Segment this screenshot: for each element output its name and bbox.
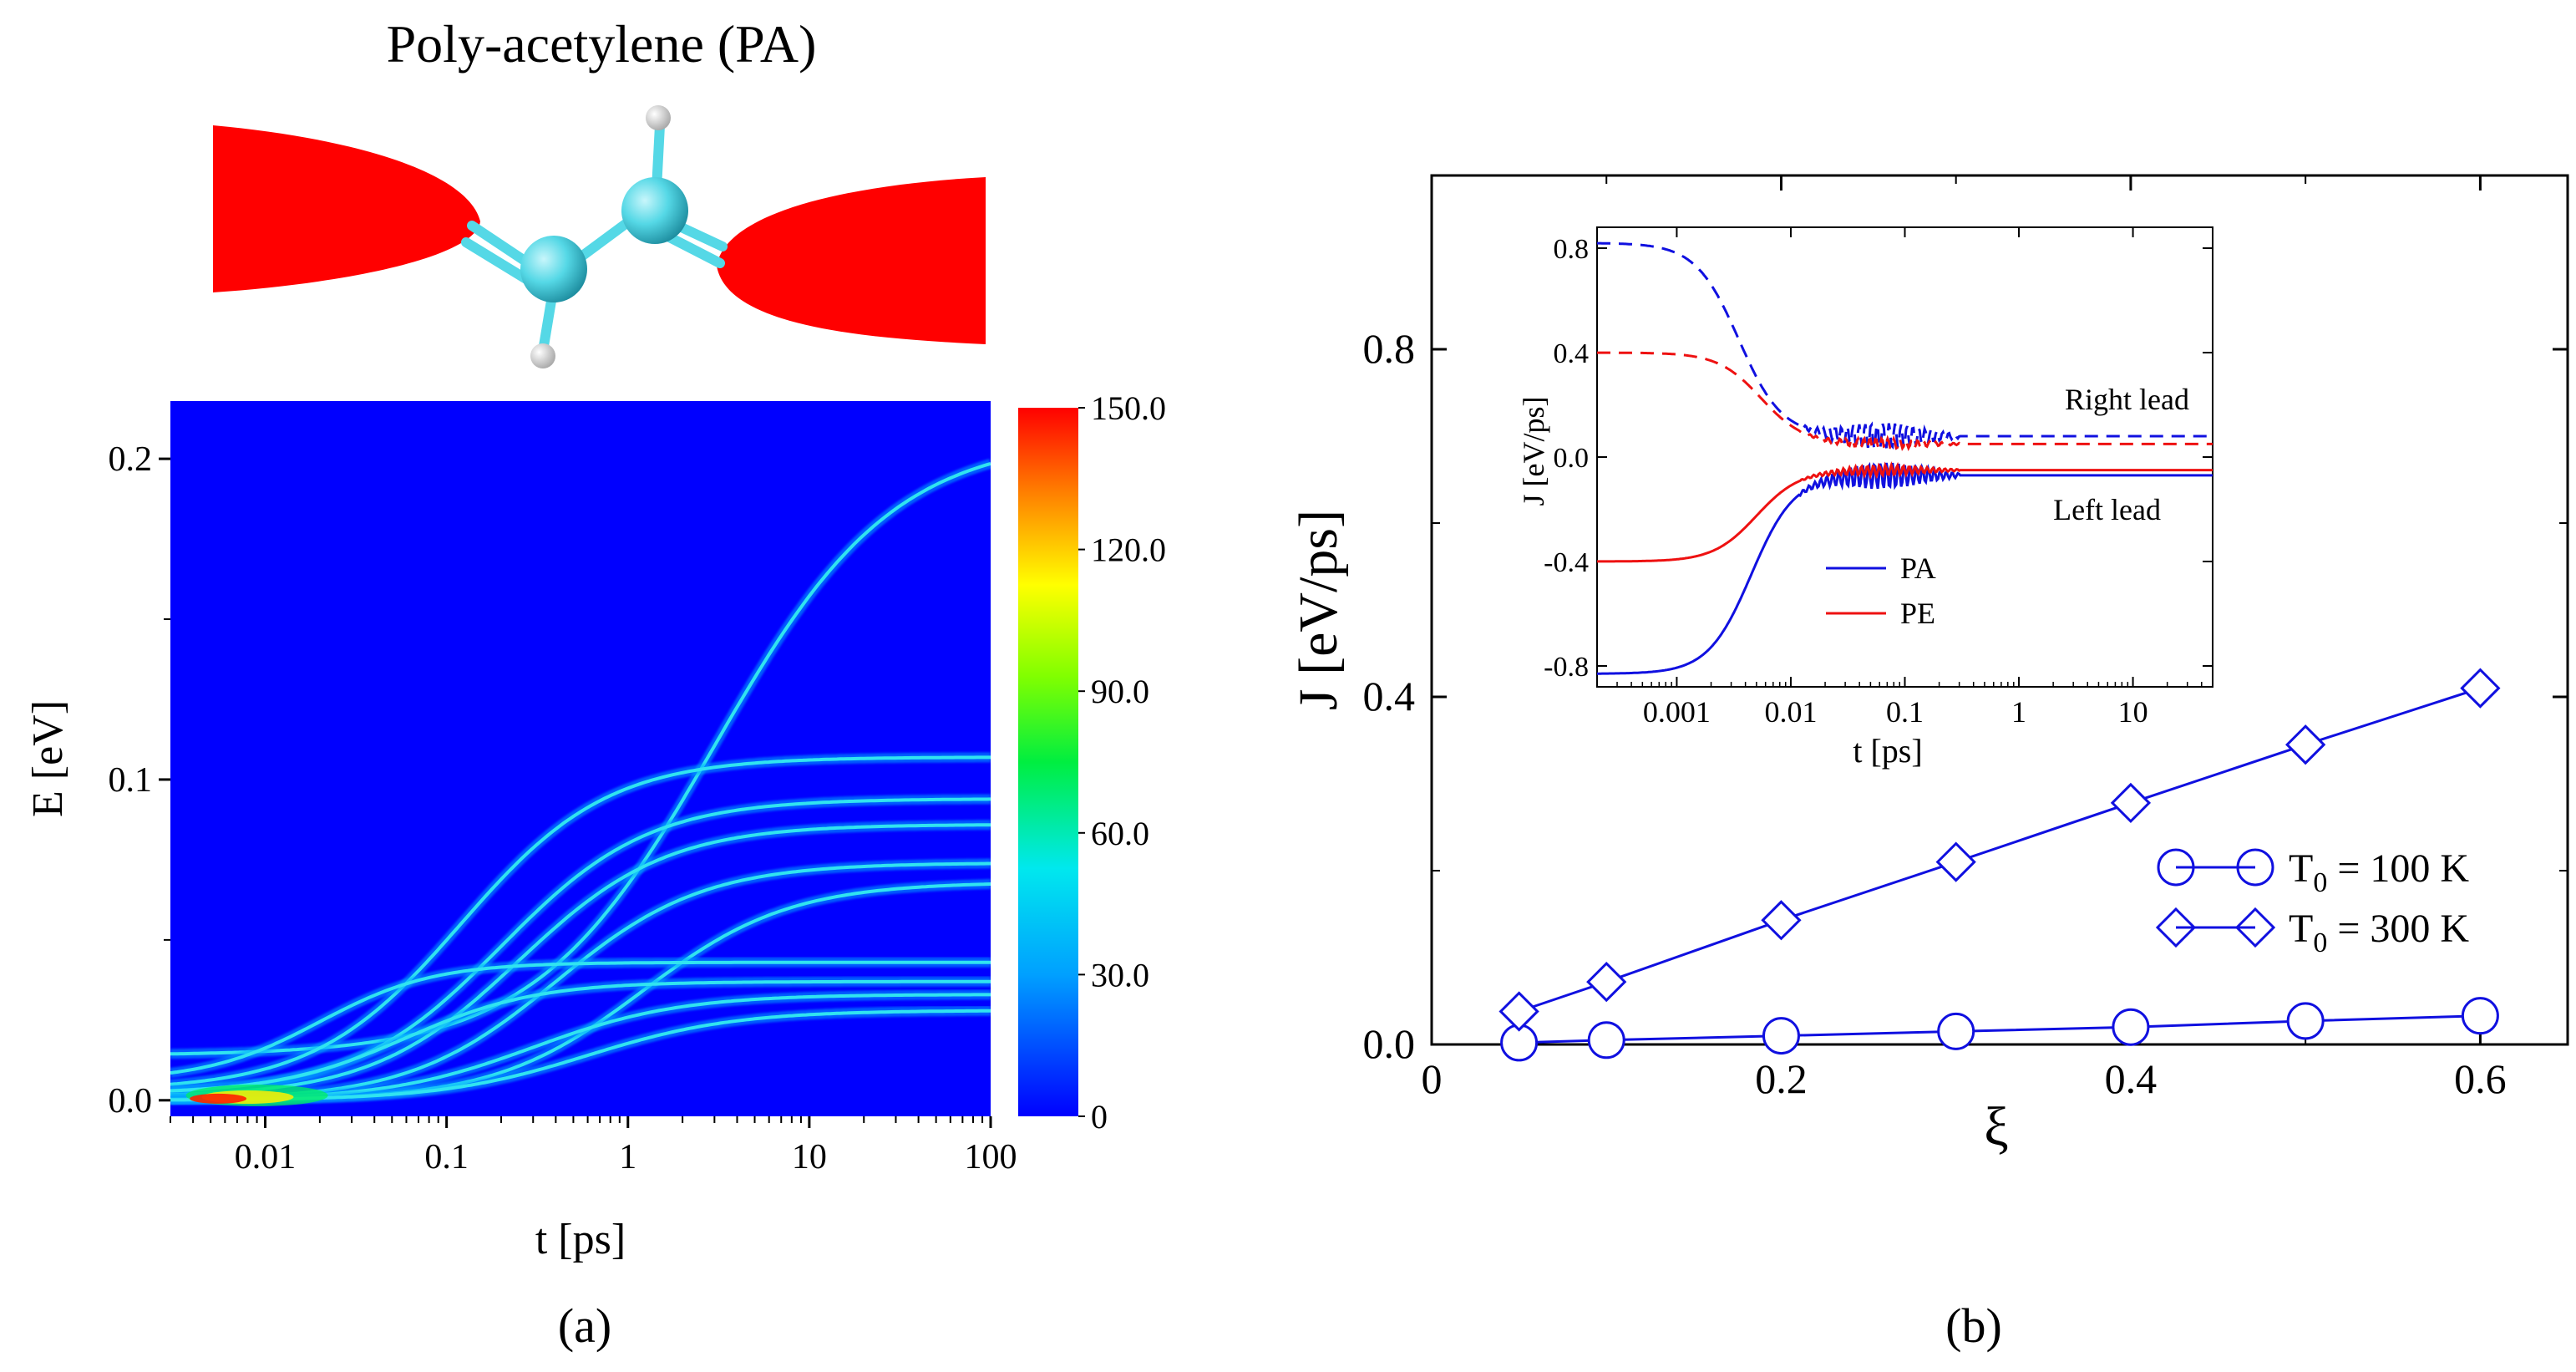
inset-curve: [1597, 461, 2213, 675]
data-point-diamond: [2460, 668, 2501, 709]
inset-legend: PA PE: [1826, 551, 1936, 630]
inset-x-tick-label: 0.001: [1643, 695, 1711, 729]
heatmap-axes: 0.01 0.1 1 10 100 0.0 0.1 0.2: [109, 440, 1017, 1176]
inset-x-axis-label: t [ps]: [1853, 732, 1922, 770]
colorbar: 0 30.0 60.0 90.0 120.0 150.0: [1018, 389, 1166, 1136]
data-point-diamond: [1586, 961, 1627, 1003]
main-y-tick-label: 0.8: [1363, 325, 1416, 372]
inset-legend-pa: PA: [1900, 551, 1936, 585]
data-point-diamond: [1761, 900, 1802, 941]
main-axes: 0 0.2 0.4 0.6 0.0 0.4 0.8: [1363, 175, 2568, 1102]
inset-y-tick-label: 0.4: [1554, 338, 1590, 369]
colorbar-tick-label: 150.0: [1091, 389, 1166, 427]
heatmap-x-tick-label: 1: [619, 1138, 636, 1176]
main-legend: T0 = 100 K T0 = 300 K: [2155, 846, 2469, 958]
heatmap-x-tick-label: 100: [965, 1138, 1017, 1176]
inset-axes: 0.001 0.01 0.1 1 10 -0.8 -0.4 0.0 0.4 0.8: [1544, 227, 2213, 729]
molecule: [213, 105, 986, 368]
main-x-tick-label: 0.4: [2105, 1055, 2158, 1102]
inset-y-tick-label: -0.8: [1544, 652, 1589, 683]
energy-level-trace: [170, 979, 991, 1093]
hydrogen-atom: [530, 343, 555, 368]
data-point-circle: [2286, 1002, 2325, 1040]
inset-plot: 0.001 0.01 0.1 1 10 -0.8 -0.4 0.0 0.4 0.8 Right l…: [1517, 226, 2213, 770]
main-x-tick-label: 0.6: [2454, 1055, 2507, 1102]
inset-x-tick-label: 0.1: [1886, 695, 1924, 729]
main-y-tick-label: 0.0: [1363, 1020, 1416, 1067]
main-x-axis-label: ξ: [1984, 1096, 2008, 1157]
legend-entry-t300: T0 = 300 K: [2155, 907, 2469, 958]
molecule-title: Poly-acetylene (PA): [387, 14, 817, 74]
data-point-circle: [2461, 997, 2499, 1035]
panel-a-label: (a): [558, 1298, 611, 1353]
panel-b-label: (b): [1945, 1298, 2002, 1353]
inset-annotation-left-lead: Left lead: [2053, 493, 2161, 526]
heatmap-traces: [170, 459, 991, 1107]
data-point-diamond: [2110, 782, 2152, 824]
energy-level-trace: [170, 960, 991, 1075]
data-point-circle: [1587, 1021, 1625, 1059]
heatmap-x-tick-label: 0.01: [235, 1138, 297, 1176]
bonds: [461, 120, 728, 356]
colorbar-tick-label: 120.0: [1091, 531, 1166, 569]
energy-level-trace: [170, 823, 991, 1097]
main-y-axis-label: J [eV/ps]: [1288, 510, 1349, 710]
inset-curve: [1597, 461, 2213, 563]
carbon-atom: [621, 177, 688, 244]
colorbar-tick-label: 60.0: [1091, 815, 1149, 852]
inset-y-tick-label: 0.8: [1554, 234, 1590, 265]
inset-y-axis-label: J [eV/ps]: [1517, 397, 1550, 506]
left-lead-electrode: [213, 125, 480, 292]
inset-curve: [1597, 351, 2213, 453]
data-point-diamond: [1935, 841, 1976, 882]
svg-text:T0 = 100 K: T0 = 100 K: [2289, 846, 2469, 898]
heatmap-x-tick-label: 10: [792, 1138, 827, 1176]
colorbar-tick-label: 90.0: [1091, 673, 1149, 710]
inset-legend-pe: PE: [1900, 597, 1935, 630]
data-point-circle: [1762, 1017, 1800, 1055]
heatmap-y-tick-label: 0.2: [109, 440, 153, 479]
data-point-diamond: [1498, 991, 1539, 1032]
main-x-tick-label: 0.2: [1755, 1055, 1808, 1102]
main-y-tick-label: 0.4: [1363, 673, 1416, 719]
heatmap-x-axis-label: t [ps]: [535, 1216, 626, 1263]
data-point-circle: [2112, 1008, 2150, 1046]
series-line: [1519, 1014, 2481, 1044]
right-lead-electrode: [717, 177, 986, 344]
heatmap-y-tick-label: 0.0: [109, 1082, 153, 1120]
inset-x-tick-label: 10: [2118, 695, 2148, 729]
svg-text:T0 = 300 K: T0 = 300 K: [2289, 907, 2469, 958]
colorbar-ticks: 0 30.0 60.0 90.0 120.0 150.0: [1078, 389, 1166, 1136]
inset-y-tick-label: 0.0: [1554, 443, 1590, 474]
heatmap-plot: 0.01 0.1 1 10 100 0.0 0.1 0.2 t [ps] E [eV]: [24, 401, 1017, 1263]
legend-entry-t100: T0 = 100 K: [2157, 846, 2469, 898]
heatmap-y-axis-label: E [eV]: [24, 700, 72, 817]
inset-curve: [1597, 241, 2213, 450]
colorbar-tick-label: 0: [1091, 1098, 1108, 1136]
colorbar-gradient: [1018, 408, 1078, 1116]
panel-a: Poly-acetylene (PA) 0.01 0.1 1 10 100 0.0 0.1: [24, 14, 1166, 1353]
data-point-circle: [1937, 1012, 1975, 1050]
inset-series: [1597, 241, 2213, 675]
main-x-tick-label: 0: [1422, 1055, 1443, 1102]
colorbar-tick-label: 30.0: [1091, 956, 1149, 993]
inset-x-tick-label: 0.01: [1764, 695, 1817, 729]
heatmap-y-tick-label: 0.1: [109, 761, 153, 800]
heatmap-x-tick-label: 0.1: [424, 1138, 469, 1176]
main-plot-frame: [1430, 174, 2569, 1046]
hydrogen-atom: [646, 105, 671, 130]
inset-frame: [1596, 226, 2213, 688]
data-point-diamond: [2285, 724, 2326, 765]
inset-x-tick-label: 1: [2011, 695, 2026, 729]
hotspot-red: [190, 1093, 247, 1104]
energy-level-trace: [170, 755, 991, 1086]
inset-annotation-right-lead: Right lead: [2065, 383, 2189, 416]
main-series: [1498, 668, 2501, 1062]
panel-b: 0 0.2 0.4 0.6 0.0 0.4 0.8 ξ J [eV/ps] T0 = 100…: [1288, 174, 2569, 1353]
carbon-atom: [520, 236, 587, 302]
inset-y-tick-label: -0.4: [1544, 547, 1589, 578]
